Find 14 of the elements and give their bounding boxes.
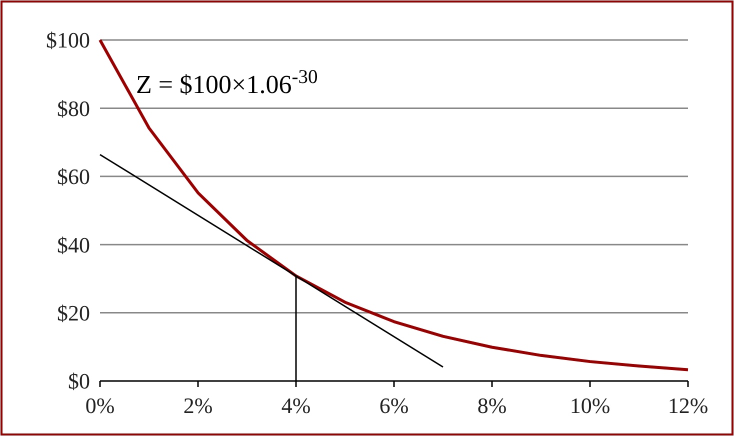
- x-tick-label: 6%: [379, 393, 409, 418]
- y-tick-label: $20: [57, 300, 90, 326]
- x-tick-label: 10%: [570, 393, 610, 418]
- x-tick-label: 0%: [85, 393, 115, 418]
- y-tick-label: $0: [68, 368, 90, 394]
- x-tick-label: 8%: [477, 393, 507, 418]
- y-tick-label: $60: [57, 164, 90, 190]
- x-tick-label: 2%: [183, 393, 213, 418]
- y-tick-label: $100: [46, 28, 90, 53]
- y-tick-label: $80: [57, 96, 90, 121]
- y-tick-label: $40: [57, 232, 90, 258]
- x-tick-label: 4%: [281, 393, 311, 418]
- x-tick-label: 12%: [668, 393, 708, 418]
- annotation: Z = $100×1.06$^{-30}$: [136, 66, 318, 99]
